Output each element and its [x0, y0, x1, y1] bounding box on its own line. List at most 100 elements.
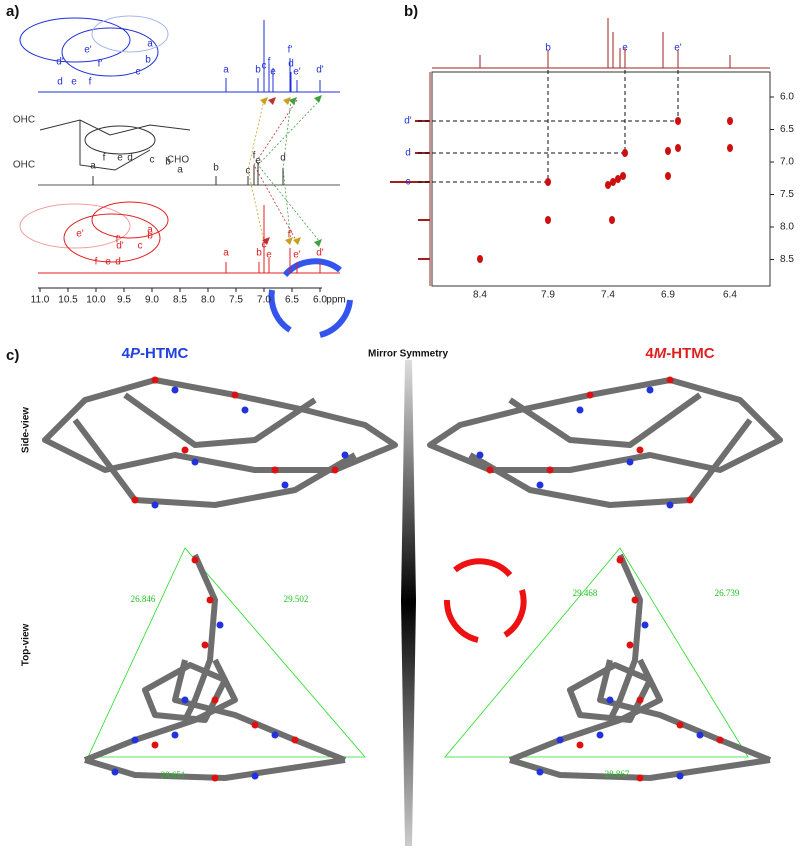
- atom: [151, 501, 159, 509]
- label: b: [147, 231, 153, 242]
- atom: [666, 501, 674, 509]
- label: e': [293, 67, 301, 78]
- label: c: [138, 241, 143, 252]
- label: 7.4: [601, 290, 615, 301]
- label: c: [262, 61, 267, 72]
- label: ppm: [326, 295, 345, 306]
- correlation-lines: [247, 99, 321, 243]
- atom: [686, 496, 694, 504]
- label: e: [105, 257, 111, 268]
- label: f': [98, 59, 103, 70]
- label: 6.9: [661, 290, 675, 301]
- atom: [676, 721, 684, 729]
- atom: [696, 731, 704, 739]
- label: b: [256, 248, 262, 259]
- panel-label: a): [6, 3, 19, 20]
- label: c: [406, 177, 411, 188]
- label: Top-view: [21, 623, 32, 666]
- molecule-stick: [468, 418, 753, 508]
- label: f': [288, 45, 293, 56]
- cross-peak: [605, 181, 611, 189]
- cross-peak: [620, 172, 626, 180]
- label: CHO: [167, 155, 189, 166]
- label: OHC: [13, 160, 35, 171]
- cross-peak: [610, 178, 616, 186]
- atom: [271, 466, 279, 474]
- title-part: 4: [645, 345, 654, 362]
- panel-label: c): [6, 347, 19, 364]
- panel-label: b): [404, 3, 418, 20]
- atom: [171, 386, 179, 394]
- label: e: [622, 43, 628, 54]
- atom: [536, 481, 544, 489]
- molecule-red: [19, 201, 169, 263]
- title-part: -HTMC: [666, 345, 714, 362]
- atom: [271, 731, 279, 739]
- atom: [281, 481, 289, 489]
- cross-peak: [675, 144, 681, 152]
- atom: [231, 391, 239, 399]
- shift-arrow: [285, 237, 293, 245]
- atom: [131, 496, 139, 504]
- label: 9.5: [117, 295, 131, 306]
- cross-peak: [622, 149, 628, 157]
- label: d': [316, 65, 324, 76]
- label: 10.5: [58, 295, 78, 306]
- molecule-blue: [19, 15, 169, 77]
- label: 26.739: [715, 588, 740, 598]
- label: 7.5: [229, 295, 243, 306]
- label: 29.468: [573, 588, 598, 598]
- label: c: [136, 67, 141, 78]
- rotation-arrows-red: [443, 558, 527, 643]
- label: d: [405, 148, 411, 159]
- label: 7.9: [541, 290, 555, 301]
- title-part: M: [654, 345, 667, 362]
- label: e: [270, 67, 276, 78]
- atom: [206, 596, 214, 604]
- label: f: [95, 257, 98, 268]
- molecule-stick: [427, 377, 783, 473]
- label: e: [266, 250, 272, 261]
- molecule-stick: [509, 757, 771, 781]
- label: e': [674, 43, 682, 54]
- atom: [341, 451, 349, 459]
- label: b: [145, 55, 151, 66]
- label: d: [288, 59, 294, 70]
- atom: [646, 386, 654, 394]
- label: c: [262, 240, 267, 251]
- label: f': [288, 230, 293, 241]
- label: 29.502: [284, 594, 309, 604]
- cross-peak: [545, 216, 551, 224]
- atom: [666, 376, 674, 384]
- label: a: [90, 161, 96, 172]
- atom: [151, 741, 159, 749]
- label: f': [116, 235, 121, 246]
- label: 7.5: [780, 189, 794, 200]
- atom: [211, 774, 219, 782]
- label: e': [293, 250, 301, 261]
- title-part: 4: [122, 345, 131, 362]
- atom: [241, 406, 249, 414]
- atom: [476, 451, 484, 459]
- label: a: [147, 225, 153, 236]
- atom: [171, 731, 179, 739]
- label: 10.0: [86, 295, 106, 306]
- label: b: [545, 43, 551, 54]
- molecule-stick: [508, 392, 702, 448]
- label: c: [246, 166, 251, 177]
- label: f: [103, 153, 106, 164]
- shift-arrow: [262, 237, 270, 245]
- label: d': [116, 241, 124, 252]
- atom: [556, 736, 564, 744]
- cross-peak: [665, 147, 671, 155]
- label: a: [147, 39, 153, 50]
- label: 8.4: [473, 290, 487, 301]
- shift-arrow: [260, 97, 268, 105]
- molecule-stick: [84, 757, 346, 781]
- atom: [191, 458, 199, 466]
- title-part: P: [130, 345, 141, 362]
- label: 9.0: [145, 295, 159, 306]
- structure-title: 4P-HTMC: [122, 345, 189, 362]
- atom: [111, 768, 119, 776]
